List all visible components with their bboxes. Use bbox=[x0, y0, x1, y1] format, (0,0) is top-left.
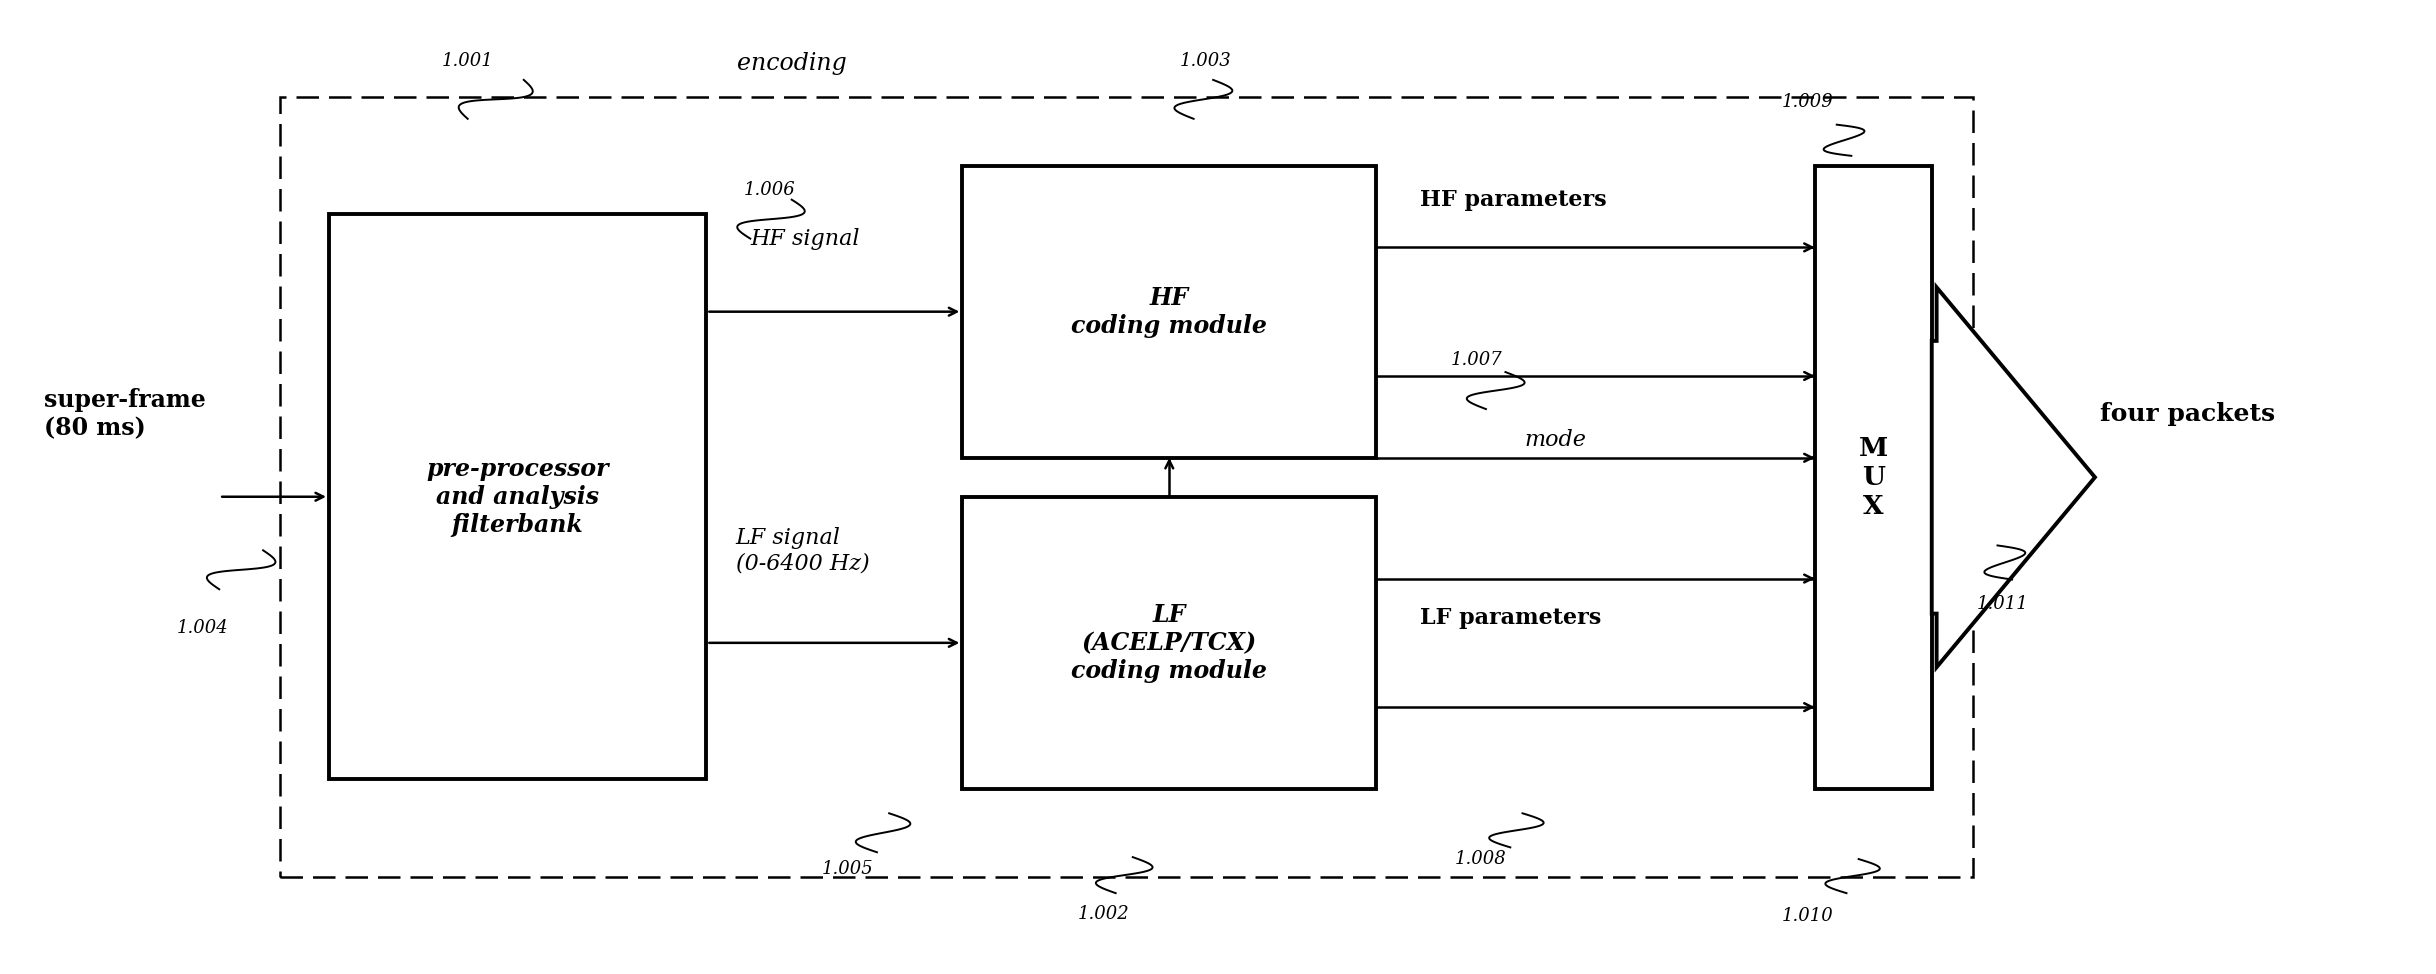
Bar bbox=[962, 497, 1376, 789]
Bar bbox=[1815, 166, 1932, 789]
Text: 1.001: 1.001 bbox=[441, 53, 495, 70]
Bar bbox=[329, 214, 706, 779]
Text: four packets: four packets bbox=[2100, 402, 2275, 426]
Polygon shape bbox=[1932, 287, 2095, 667]
Text: HF
coding module: HF coding module bbox=[1072, 285, 1267, 338]
Text: 1.004: 1.004 bbox=[175, 619, 229, 637]
Text: 1.011: 1.011 bbox=[1976, 595, 2029, 613]
Bar bbox=[962, 166, 1376, 458]
Text: LF parameters: LF parameters bbox=[1420, 608, 1600, 629]
Bar bbox=[280, 97, 1973, 877]
Text: 1.009: 1.009 bbox=[1781, 94, 1834, 111]
Text: super-frame
(80 ms): super-frame (80 ms) bbox=[44, 388, 205, 440]
Text: LF
(ACELP/TCX)
coding module: LF (ACELP/TCX) coding module bbox=[1072, 603, 1267, 683]
Text: LF signal
(0-6400 Hz): LF signal (0-6400 Hz) bbox=[736, 527, 870, 574]
Text: 1.010: 1.010 bbox=[1781, 907, 1834, 924]
Text: HF signal: HF signal bbox=[750, 228, 860, 249]
Text: 1.003: 1.003 bbox=[1179, 53, 1233, 70]
Text: pre-processor
and analysis
filterbank: pre-processor and analysis filterbank bbox=[426, 457, 609, 537]
Text: mode: mode bbox=[1525, 430, 1586, 451]
Text: 1.002: 1.002 bbox=[1077, 905, 1130, 922]
Text: 1.007: 1.007 bbox=[1449, 352, 1503, 369]
Text: 1.006: 1.006 bbox=[743, 181, 797, 199]
Text: 1.005: 1.005 bbox=[821, 860, 875, 878]
Text: 1.008: 1.008 bbox=[1454, 850, 1508, 868]
Text: HF parameters: HF parameters bbox=[1420, 189, 1608, 210]
Text: M
U
X: M U X bbox=[1859, 435, 1888, 519]
Text: encoding: encoding bbox=[736, 52, 848, 75]
